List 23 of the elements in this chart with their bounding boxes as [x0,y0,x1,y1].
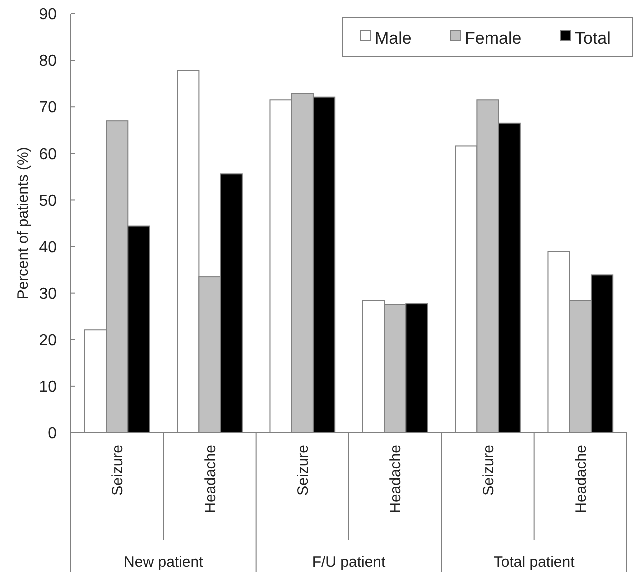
text: New patient [124,554,204,571]
y-tick-label: 20 [39,332,58,350]
x-tick-label: Headache [202,445,220,514]
y-tick-label: 70 [39,100,58,117]
y-tick-label: 60 [39,146,58,164]
y-tick-label: 30 [39,286,58,303]
x-tick-label: Headache [388,445,405,514]
y-tick-label: 40 [39,239,58,256]
text: Total patient [494,554,576,571]
y-axis-title: Percent of patients (%) [15,147,32,300]
legend-label: Female [465,28,522,48]
x-tick-label: Seizure [480,445,498,496]
y-tick-label: 50 [39,192,58,210]
x-tick-label: Seizure [110,445,127,496]
y-tick-label: 90 [39,6,58,24]
y-tick-label: 80 [39,53,58,70]
x-tick-label: Seizure [294,445,312,496]
legend-label: Male [375,28,412,48]
text: F/U patient [312,554,387,571]
y-tick-label: 0 [48,426,58,443]
y-tick-label: 10 [39,379,58,396]
legend-label: Total [575,28,611,48]
x-tick-label: Headache [572,445,590,514]
